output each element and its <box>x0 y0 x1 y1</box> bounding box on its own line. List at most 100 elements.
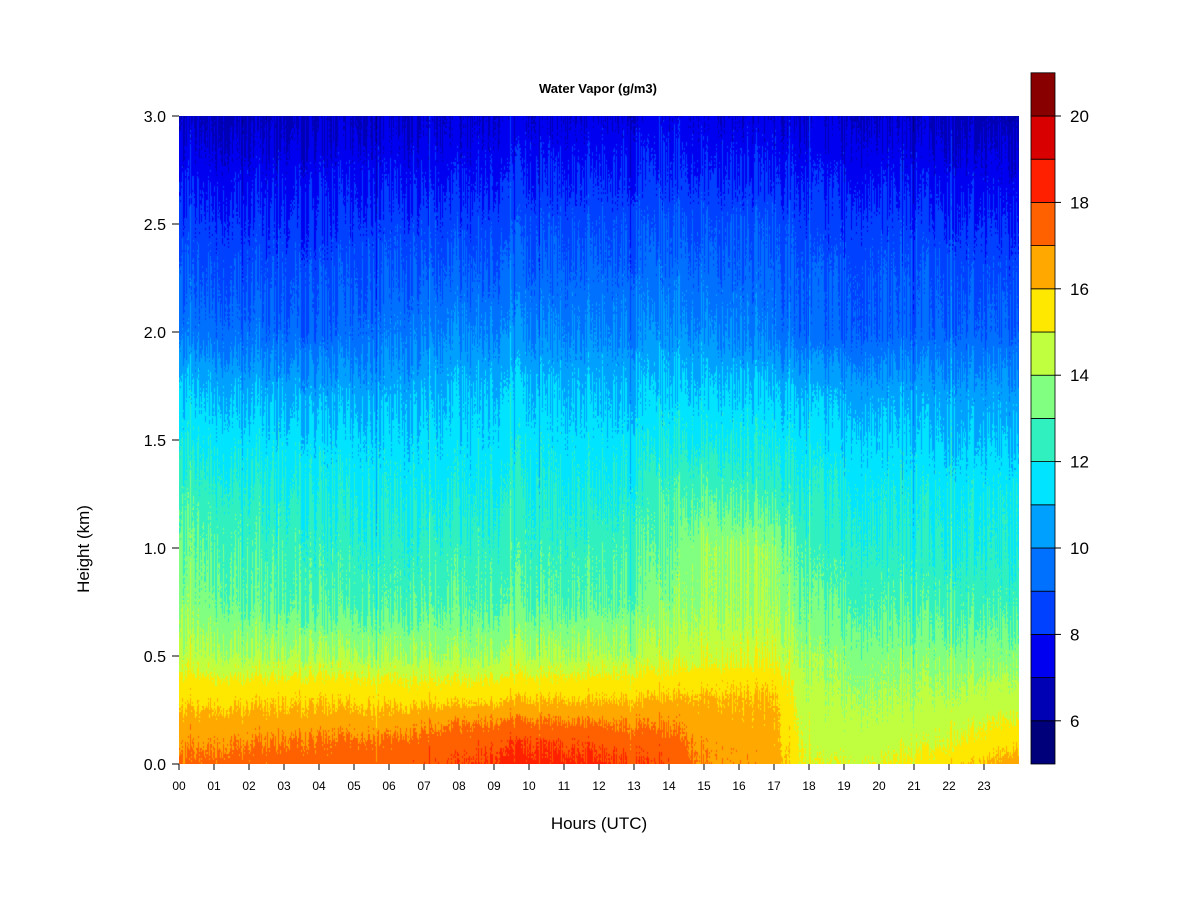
colorbar-tick: 16 <box>1055 280 1089 299</box>
x-tick-label: 05 <box>347 779 361 793</box>
x-tick: 22 <box>942 764 956 793</box>
colorbar-tick: 10 <box>1055 539 1089 558</box>
y-tick: 3.0 <box>144 109 179 126</box>
x-tick-label: 18 <box>802 779 816 793</box>
x-tick-label: 20 <box>872 779 886 793</box>
x-tick: 04 <box>312 764 326 793</box>
y-tick-label: 0.5 <box>144 649 166 666</box>
colorbar-swatch <box>1030 720 1056 765</box>
x-tick: 14 <box>662 764 676 793</box>
x-tick: 20 <box>872 764 886 793</box>
x-tick: 01 <box>207 764 221 793</box>
x-tick: 00 <box>172 764 186 793</box>
x-tick: 23 <box>977 764 991 793</box>
y-tick: 1.0 <box>144 541 179 558</box>
x-tick-label: 12 <box>592 779 606 793</box>
x-tick: 13 <box>627 764 641 793</box>
colorbar-swatch <box>1030 504 1056 549</box>
colorbar-swatch <box>1030 331 1056 376</box>
colorbar: 6 8 10 12 14 16 18 20 <box>1030 72 1089 765</box>
colorbar-tick-label: 16 <box>1070 280 1089 299</box>
y-tick-label: 2.0 <box>144 325 166 342</box>
heatmap-plot-area <box>179 116 1019 764</box>
colorbar-tick: 20 <box>1055 107 1089 126</box>
colorbar-swatch <box>1030 547 1056 592</box>
x-tick: 02 <box>242 764 256 793</box>
x-axis-label: Hours (UTC) <box>551 814 647 833</box>
colorbar-tick: 18 <box>1055 193 1089 212</box>
x-tick-label: 19 <box>837 779 851 793</box>
x-tick-label: 15 <box>697 779 711 793</box>
colorbar-tick-label: 6 <box>1070 712 1079 731</box>
x-tick-label: 00 <box>172 779 186 793</box>
y-tick-label: 0.0 <box>144 757 166 774</box>
colorbar-swatch <box>1030 417 1056 462</box>
colorbar-tick: 14 <box>1055 366 1089 385</box>
x-tick: 05 <box>347 764 361 793</box>
colorbar-swatch <box>1030 158 1056 203</box>
x-tick-label: 21 <box>907 779 921 793</box>
y-axis-label: Height (km) <box>74 505 93 593</box>
colorbar-tick: 12 <box>1055 453 1089 472</box>
colorbar-tick: 6 <box>1055 712 1079 731</box>
x-tick-label: 14 <box>662 779 676 793</box>
x-tick: 07 <box>417 764 431 793</box>
y-tick-label: 1.0 <box>144 541 166 558</box>
colorbar-tick-label: 20 <box>1070 107 1089 126</box>
x-tick: 16 <box>732 764 746 793</box>
colorbar-tick-label: 12 <box>1070 453 1089 472</box>
colorbar-tick-label: 14 <box>1070 366 1089 385</box>
x-tick-label: 11 <box>558 779 571 793</box>
y-tick-label: 2.5 <box>144 217 166 234</box>
x-tick: 12 <box>592 764 606 793</box>
x-tick-label: 01 <box>207 779 221 793</box>
colorbar-tick-label: 18 <box>1070 193 1089 212</box>
y-tick-label: 1.5 <box>144 433 166 450</box>
colorbar-swatch <box>1030 245 1056 290</box>
y-tick: 2.5 <box>144 217 179 234</box>
x-tick: 06 <box>382 764 396 793</box>
y-tick-label: 3.0 <box>144 109 166 126</box>
x-axis-ticks: 00 01 02 03 04 05 06 07 08 09 10 11 12 13 14 15 16 17 18 19… <box>172 764 991 793</box>
x-tick-label: 07 <box>417 779 431 793</box>
colorbar-swatch <box>1030 590 1056 635</box>
colorbar-swatch <box>1030 374 1056 419</box>
colorbar-swatch <box>1030 115 1056 160</box>
x-tick: 09 <box>487 764 501 793</box>
x-tick-label: 22 <box>942 779 956 793</box>
x-tick-label: 04 <box>312 779 326 793</box>
y-tick: 2.0 <box>144 325 179 342</box>
chart-title: Water Vapor (g/m3) <box>539 81 657 96</box>
x-tick-label: 09 <box>487 779 501 793</box>
x-tick: 03 <box>277 764 291 793</box>
x-tick-label: 10 <box>522 779 536 793</box>
water-vapor-field <box>179 116 1019 764</box>
colorbar-swatch <box>1030 461 1056 506</box>
y-tick: 0.0 <box>144 757 179 774</box>
x-tick: 15 <box>697 764 711 793</box>
colorbar-swatch <box>1030 677 1056 722</box>
x-tick-label: 17 <box>767 779 781 793</box>
colorbar-swatch <box>1030 72 1056 117</box>
colorbar-tick-label: 10 <box>1070 539 1089 558</box>
x-tick-label: 06 <box>382 779 396 793</box>
colorbar-swatch <box>1030 634 1056 679</box>
colorbar-tick: 8 <box>1055 625 1079 644</box>
colorbar-swatch <box>1030 288 1056 333</box>
colorbar-swatch <box>1030 201 1056 246</box>
x-tick-label: 13 <box>627 779 641 793</box>
colorbar-tick-label: 8 <box>1070 625 1079 644</box>
x-tick-label: 23 <box>977 779 991 793</box>
x-tick: 08 <box>452 764 466 793</box>
x-tick-label: 03 <box>277 779 291 793</box>
x-tick: 18 <box>802 764 816 793</box>
x-tick: 17 <box>767 764 781 793</box>
y-tick: 1.5 <box>144 433 179 450</box>
x-tick: 11 <box>558 764 571 793</box>
x-tick-label: 08 <box>452 779 466 793</box>
x-tick: 10 <box>522 764 536 793</box>
x-tick-label: 16 <box>732 779 746 793</box>
x-tick: 19 <box>837 764 851 793</box>
y-axis-ticks: 0.0 0.5 1.0 1.5 2.0 2.5 3.0 <box>144 109 179 774</box>
